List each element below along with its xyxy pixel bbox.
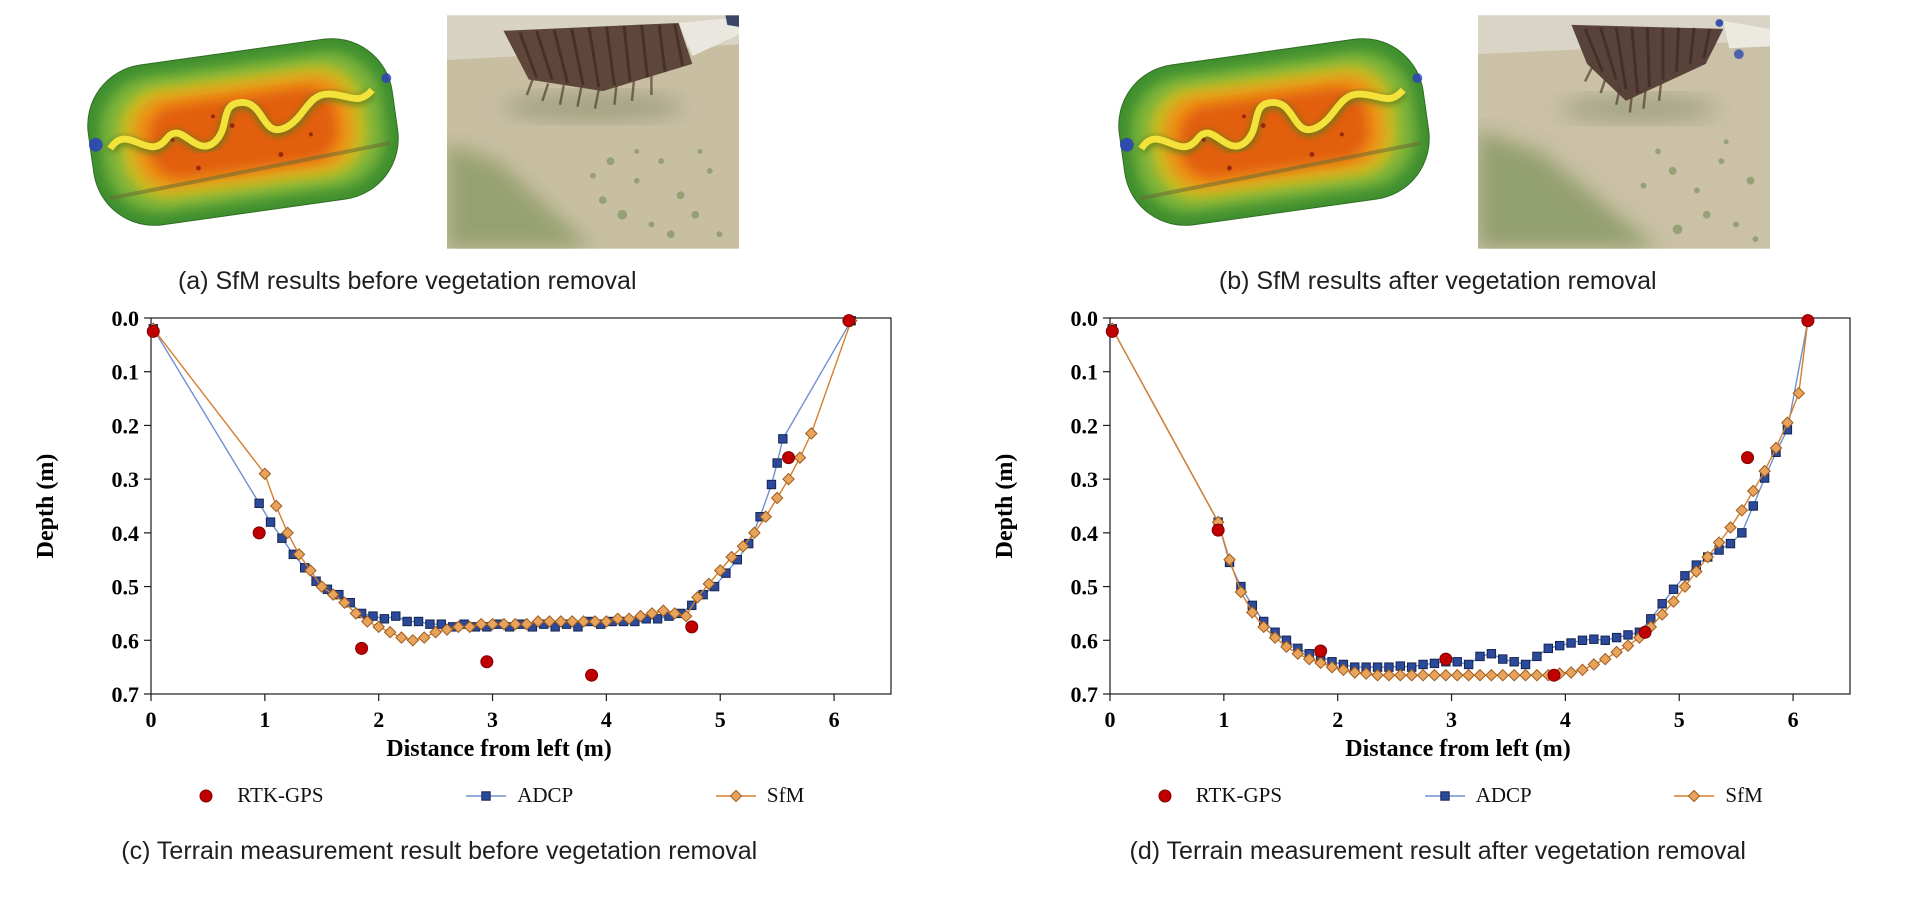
- after-column: (b) SfM results after vegetation removal…: [959, 0, 1917, 915]
- plot-area: [1109, 317, 1851, 695]
- svg-text:0.3: 0.3: [1070, 467, 1098, 492]
- legend-label: RTK-GPS: [1195, 783, 1283, 807]
- y-axis: 0.0 0.1 0.2 0.3 0.4 0.5 0.6 0.7: [112, 306, 152, 707]
- svg-text:1: 1: [1218, 707, 1229, 732]
- legend-label: ADCP: [1475, 783, 1532, 807]
- svg-text:3: 3: [1446, 707, 1457, 732]
- legend-marker-rtk-gps-icon: [1158, 789, 1172, 802]
- series-rtk-gps: [1105, 314, 1815, 682]
- legend-item-adcp: ADCP: [464, 783, 573, 808]
- legend-before: RTK-GPS ADCP SfM: [184, 783, 804, 808]
- panel-d: 0.0 0.1 0.2 0.3 0.4 0.5 0.6 0.7 0 1 2 3 4 5 6 Depth (m)…: [988, 306, 1888, 868]
- svg-text:0.3: 0.3: [112, 467, 140, 492]
- legend-label: RTK-GPS: [237, 783, 324, 807]
- svg-text:0.0: 0.0: [112, 306, 140, 331]
- svg-text:0.4: 0.4: [112, 521, 140, 546]
- svg-text:2: 2: [373, 707, 384, 732]
- svg-text:0.5: 0.5: [112, 575, 140, 600]
- legend-item-sfm: SfM: [1672, 783, 1763, 808]
- svg-text:0: 0: [146, 707, 157, 732]
- svg-text:0.4: 0.4: [1070, 521, 1098, 546]
- legend-label: SfM: [1725, 783, 1763, 807]
- legend-item-rtk-gps: RTK-GPS: [184, 783, 324, 808]
- legend-after: RTK-GPS ADCP SfM: [1143, 783, 1763, 808]
- legend-marker-adcp-icon: [1424, 790, 1465, 801]
- series-sfm: [147, 314, 858, 647]
- legend-marker-sfm-icon: [1674, 789, 1715, 802]
- svg-text:2: 2: [1332, 707, 1343, 732]
- legend-marker-sfm-icon: [715, 789, 756, 802]
- svg-text:0.1: 0.1: [1070, 360, 1098, 385]
- legend-marker-rtk-gps-icon: [199, 789, 213, 802]
- panel-a-images: [75, 14, 739, 250]
- svg-text:0.2: 0.2: [1070, 413, 1098, 438]
- svg-text:0.6: 0.6: [112, 628, 140, 653]
- svg-text:5: 5: [1673, 707, 1684, 732]
- svg-text:0.1: 0.1: [112, 360, 140, 385]
- x-axis: 0 1 2 3 4 5 6: [146, 694, 840, 732]
- svg-text:6: 6: [829, 707, 840, 732]
- panel-b-images: [1106, 14, 1770, 250]
- y-axis-title: Depth (m): [33, 454, 59, 559]
- x-axis-title: Distance from left (m): [1345, 736, 1570, 762]
- x-axis: 0 1 2 3 4 5 6: [1104, 694, 1798, 732]
- y-axis-title: Depth (m): [992, 454, 1018, 559]
- svg-text:0: 0: [1104, 707, 1115, 732]
- legend-item-rtk-gps: RTK-GPS: [1143, 783, 1282, 808]
- terrain-chart-before-host: 0.0 0.1 0.2 0.3 0.4 0.5 0.6 0.7 0 1 2 3 4 5 6 Depth (m)…: [29, 306, 929, 773]
- svg-text:1: 1: [260, 707, 271, 732]
- y-axis: 0.0 0.1 0.2 0.3 0.4 0.5 0.6 0.7: [1070, 306, 1110, 707]
- svg-text:0.5: 0.5: [1070, 575, 1098, 600]
- orthophoto-image-before: [447, 14, 739, 250]
- svg-text:0.7: 0.7: [1070, 682, 1098, 707]
- legend-item-sfm: SfM: [714, 783, 804, 808]
- panel-b: (b) SfM results after vegetation removal: [1106, 10, 1770, 298]
- series-rtk-gps: [147, 314, 856, 682]
- terrain-chart-after-host: 0.0 0.1 0.2 0.3 0.4 0.5 0.6 0.7 0 1 2 3 4 5 6 Depth (m)…: [988, 306, 1888, 773]
- x-axis-title: Distance from left (m): [387, 736, 612, 762]
- caption-panel-d: (d) Terrain measurement result after veg…: [1129, 837, 1746, 865]
- caption-panel-c: (c) Terrain measurement result before ve…: [121, 837, 758, 865]
- svg-text:4: 4: [601, 707, 612, 732]
- panel-a: (a) SfM results before vegetation remova…: [75, 10, 739, 298]
- terrain-chart-after: 0.0 0.1 0.2 0.3 0.4 0.5 0.6 0.70 1 2 3 4 5 6 Depth (m)…: [992, 306, 1851, 762]
- svg-text:0.2: 0.2: [112, 413, 140, 438]
- svg-text:0.6: 0.6: [1070, 628, 1098, 653]
- before-column: (a) SfM results before vegetation remova…: [29, 0, 929, 868]
- svg-text:3: 3: [487, 707, 498, 732]
- caption-panel-a: (a) SfM results before vegetation remova…: [177, 267, 637, 295]
- legend-item-adcp: ADCP: [1423, 783, 1532, 808]
- svg-text:0.0: 0.0: [1070, 306, 1098, 331]
- legend-marker-adcp-icon: [466, 790, 507, 801]
- panel-c: 0.0 0.1 0.2 0.3 0.4 0.5 0.6 0.7 0 1 2 3 4 5 6 Depth (m)…: [29, 306, 929, 868]
- sfm-dem-image-before: [75, 14, 411, 250]
- sfm-dem-image-after: [1106, 14, 1442, 250]
- svg-text:4: 4: [1560, 707, 1571, 732]
- orthophoto-image-after: [1478, 14, 1770, 250]
- svg-text:0.7: 0.7: [112, 682, 140, 707]
- svg-text:6: 6: [1787, 707, 1798, 732]
- svg-text:5: 5: [715, 707, 726, 732]
- legend-label: SfM: [766, 783, 805, 807]
- legend-label: ADCP: [517, 783, 574, 807]
- caption-panel-b: (b) SfM results after vegetation removal: [1218, 267, 1657, 295]
- terrain-chart-before: 0.0 0.1 0.2 0.3 0.4 0.5 0.6 0.70 1 2 3 4 5 6 Depth (m)…: [33, 306, 892, 762]
